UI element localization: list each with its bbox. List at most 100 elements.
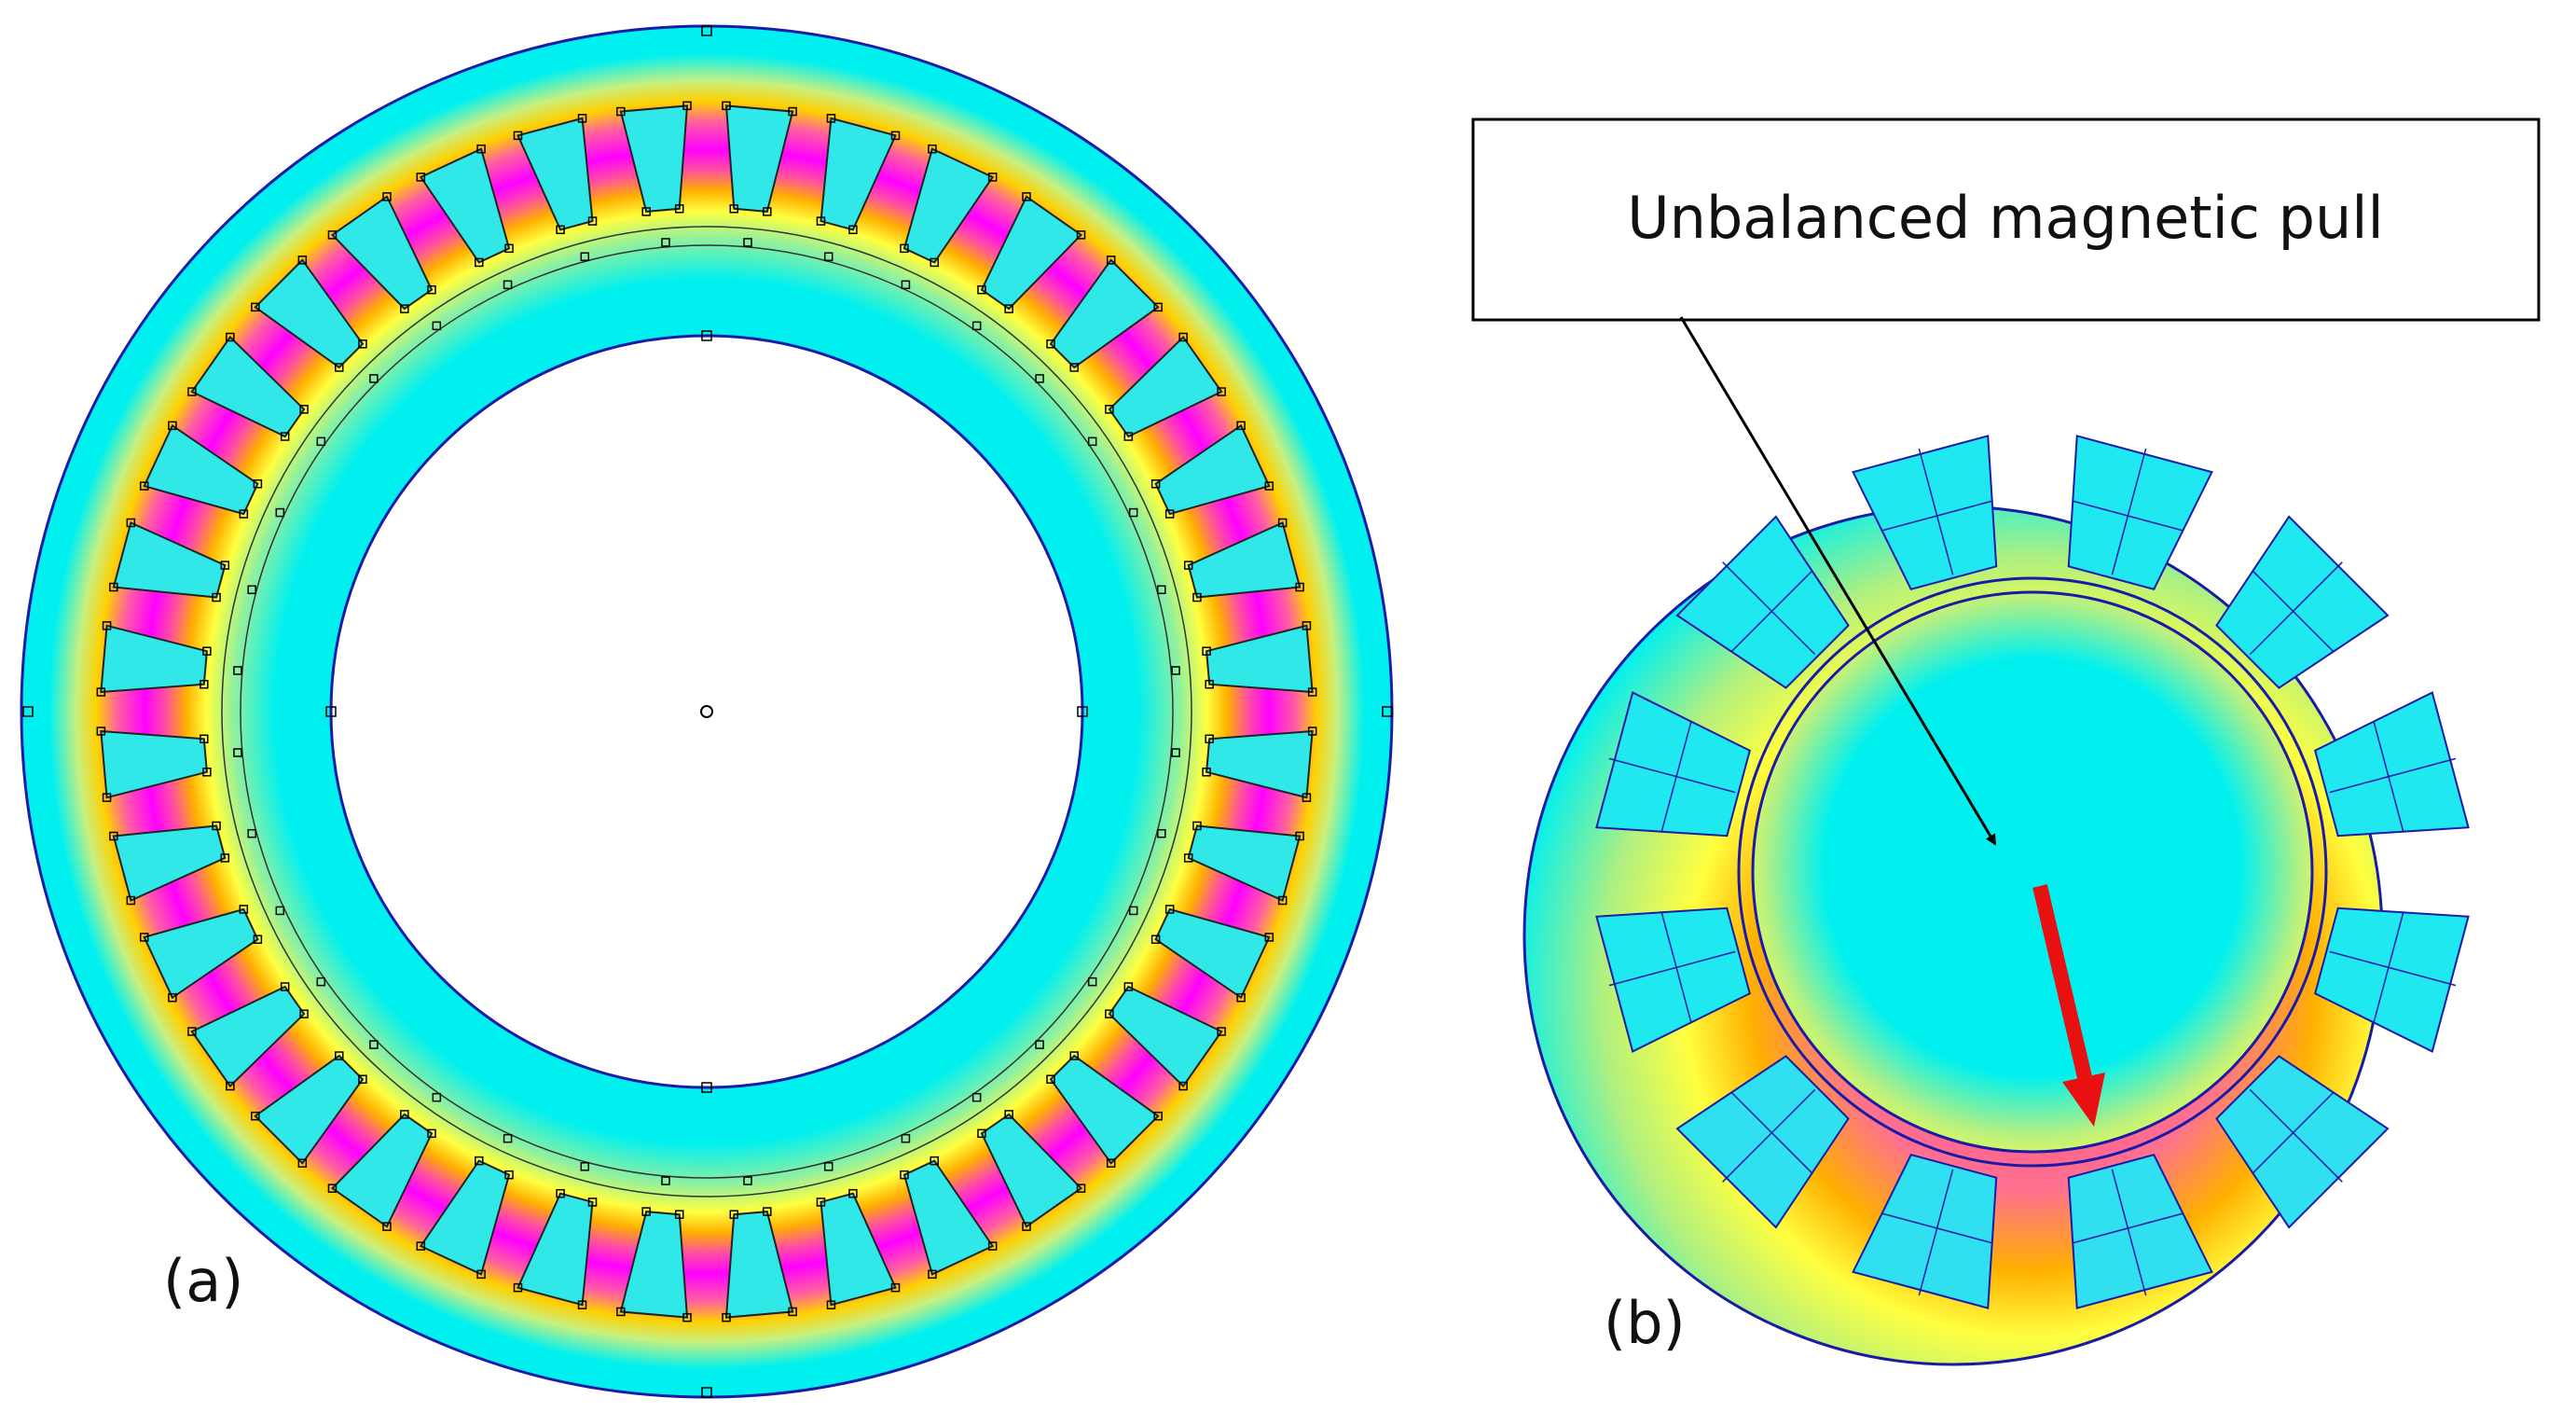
stator-slot xyxy=(1108,335,1223,438)
panel-b: Unbalanced magnetic pull (b) xyxy=(1471,118,2541,1366)
mesh-node xyxy=(139,933,149,942)
mesh-line xyxy=(2111,1169,2147,1296)
airgap-line xyxy=(240,244,1174,1179)
mesh-node xyxy=(168,421,177,431)
stator-slot xyxy=(1205,624,1314,694)
mesh-node xyxy=(641,207,651,216)
stator-tooth xyxy=(2067,435,2213,590)
mesh-node xyxy=(1183,561,1193,570)
mesh-node xyxy=(247,828,256,838)
mesh-node xyxy=(682,101,692,111)
mesh-node xyxy=(674,204,684,214)
panel-label-a: (a) xyxy=(163,1247,243,1315)
mesh-node xyxy=(369,1040,379,1049)
stator-slot xyxy=(517,117,594,231)
mesh-node xyxy=(729,1210,739,1219)
stator-slot xyxy=(980,1113,1083,1228)
mesh-node xyxy=(226,332,235,342)
mesh-node xyxy=(616,1307,626,1317)
stator-slot xyxy=(330,1113,434,1228)
mesh-line xyxy=(2329,950,2457,987)
mesh-node xyxy=(251,302,260,312)
mesh-node xyxy=(212,821,221,831)
stator-slot xyxy=(820,1192,897,1307)
mesh-node xyxy=(577,114,587,123)
mesh-node xyxy=(96,687,106,697)
mesh-node xyxy=(701,1387,712,1398)
mesh-node xyxy=(325,706,337,717)
mesh-node xyxy=(1202,768,1211,777)
stator-slot xyxy=(190,335,306,438)
mesh-node xyxy=(239,509,249,519)
mesh-node xyxy=(1022,1222,1031,1231)
mesh-node xyxy=(788,106,797,117)
callout-box xyxy=(1471,118,2541,322)
mesh-node xyxy=(1157,828,1166,838)
mesh-node xyxy=(476,1269,486,1280)
mesh-node xyxy=(1076,1184,1086,1193)
stator-tooth xyxy=(2067,1154,2213,1309)
stator-slot xyxy=(112,824,227,902)
mesh-node xyxy=(233,748,242,757)
mesh-node xyxy=(316,436,326,447)
mesh-node xyxy=(1277,895,1288,906)
mesh-node xyxy=(253,479,263,489)
mesh-node xyxy=(1382,706,1393,717)
stator-slot xyxy=(517,1192,594,1307)
mesh-node xyxy=(890,1282,901,1293)
mesh-node xyxy=(503,1133,513,1143)
stator-slot xyxy=(1108,985,1223,1088)
mesh-node xyxy=(1171,748,1180,757)
mesh-node xyxy=(1295,831,1304,841)
stator-slot xyxy=(419,1159,511,1276)
stator-slot xyxy=(100,624,208,694)
mesh-node xyxy=(1295,582,1304,592)
mesh-node xyxy=(358,1074,367,1084)
mesh-line xyxy=(1722,561,1816,656)
mesh-node xyxy=(427,1128,436,1139)
mesh-node xyxy=(400,1110,409,1119)
mesh-node xyxy=(900,243,909,254)
mesh-node xyxy=(729,204,739,214)
mesh-node xyxy=(1105,1009,1114,1018)
mesh-node xyxy=(1076,230,1086,240)
mesh-node xyxy=(987,1241,998,1251)
mesh-node xyxy=(335,363,344,372)
mesh-node xyxy=(1157,585,1166,595)
mesh-node xyxy=(275,507,285,518)
mesh-node xyxy=(139,481,149,491)
mesh-node xyxy=(1087,436,1097,447)
rotor-bore xyxy=(329,334,1084,1089)
mesh-node xyxy=(1004,1110,1013,1119)
panel-label-b: (b) xyxy=(1604,1289,1686,1357)
mesh-node xyxy=(513,1282,523,1293)
mesh-node xyxy=(987,173,998,182)
mesh-node xyxy=(187,387,197,396)
mesh-node xyxy=(126,518,136,528)
mesh-node xyxy=(722,1312,731,1322)
mesh-node xyxy=(297,256,308,265)
mesh-node xyxy=(1035,374,1044,383)
mesh-node xyxy=(587,216,598,226)
airgap-ring-outer xyxy=(1737,576,2328,1168)
mesh-node xyxy=(109,831,118,841)
mesh-node xyxy=(280,432,290,441)
mesh-node xyxy=(200,734,209,744)
stator-slots-b xyxy=(1595,435,2470,1309)
mesh-node xyxy=(299,1009,309,1018)
airgap-ring-inner xyxy=(1751,590,2314,1154)
mesh-node xyxy=(788,1307,797,1317)
mesh-node xyxy=(335,1051,344,1060)
callout: Unbalanced magnetic pull xyxy=(1471,118,2541,846)
mesh-node xyxy=(661,1176,670,1185)
mesh-node xyxy=(1205,734,1214,744)
mesh-node xyxy=(126,895,136,906)
mesh-node xyxy=(327,1184,337,1193)
mesh-node xyxy=(369,374,379,383)
mesh-node xyxy=(382,1222,392,1231)
mesh-node xyxy=(1128,507,1138,518)
mesh-node xyxy=(1150,935,1161,944)
mesh-line xyxy=(2329,757,2457,794)
mesh-node xyxy=(316,976,326,987)
